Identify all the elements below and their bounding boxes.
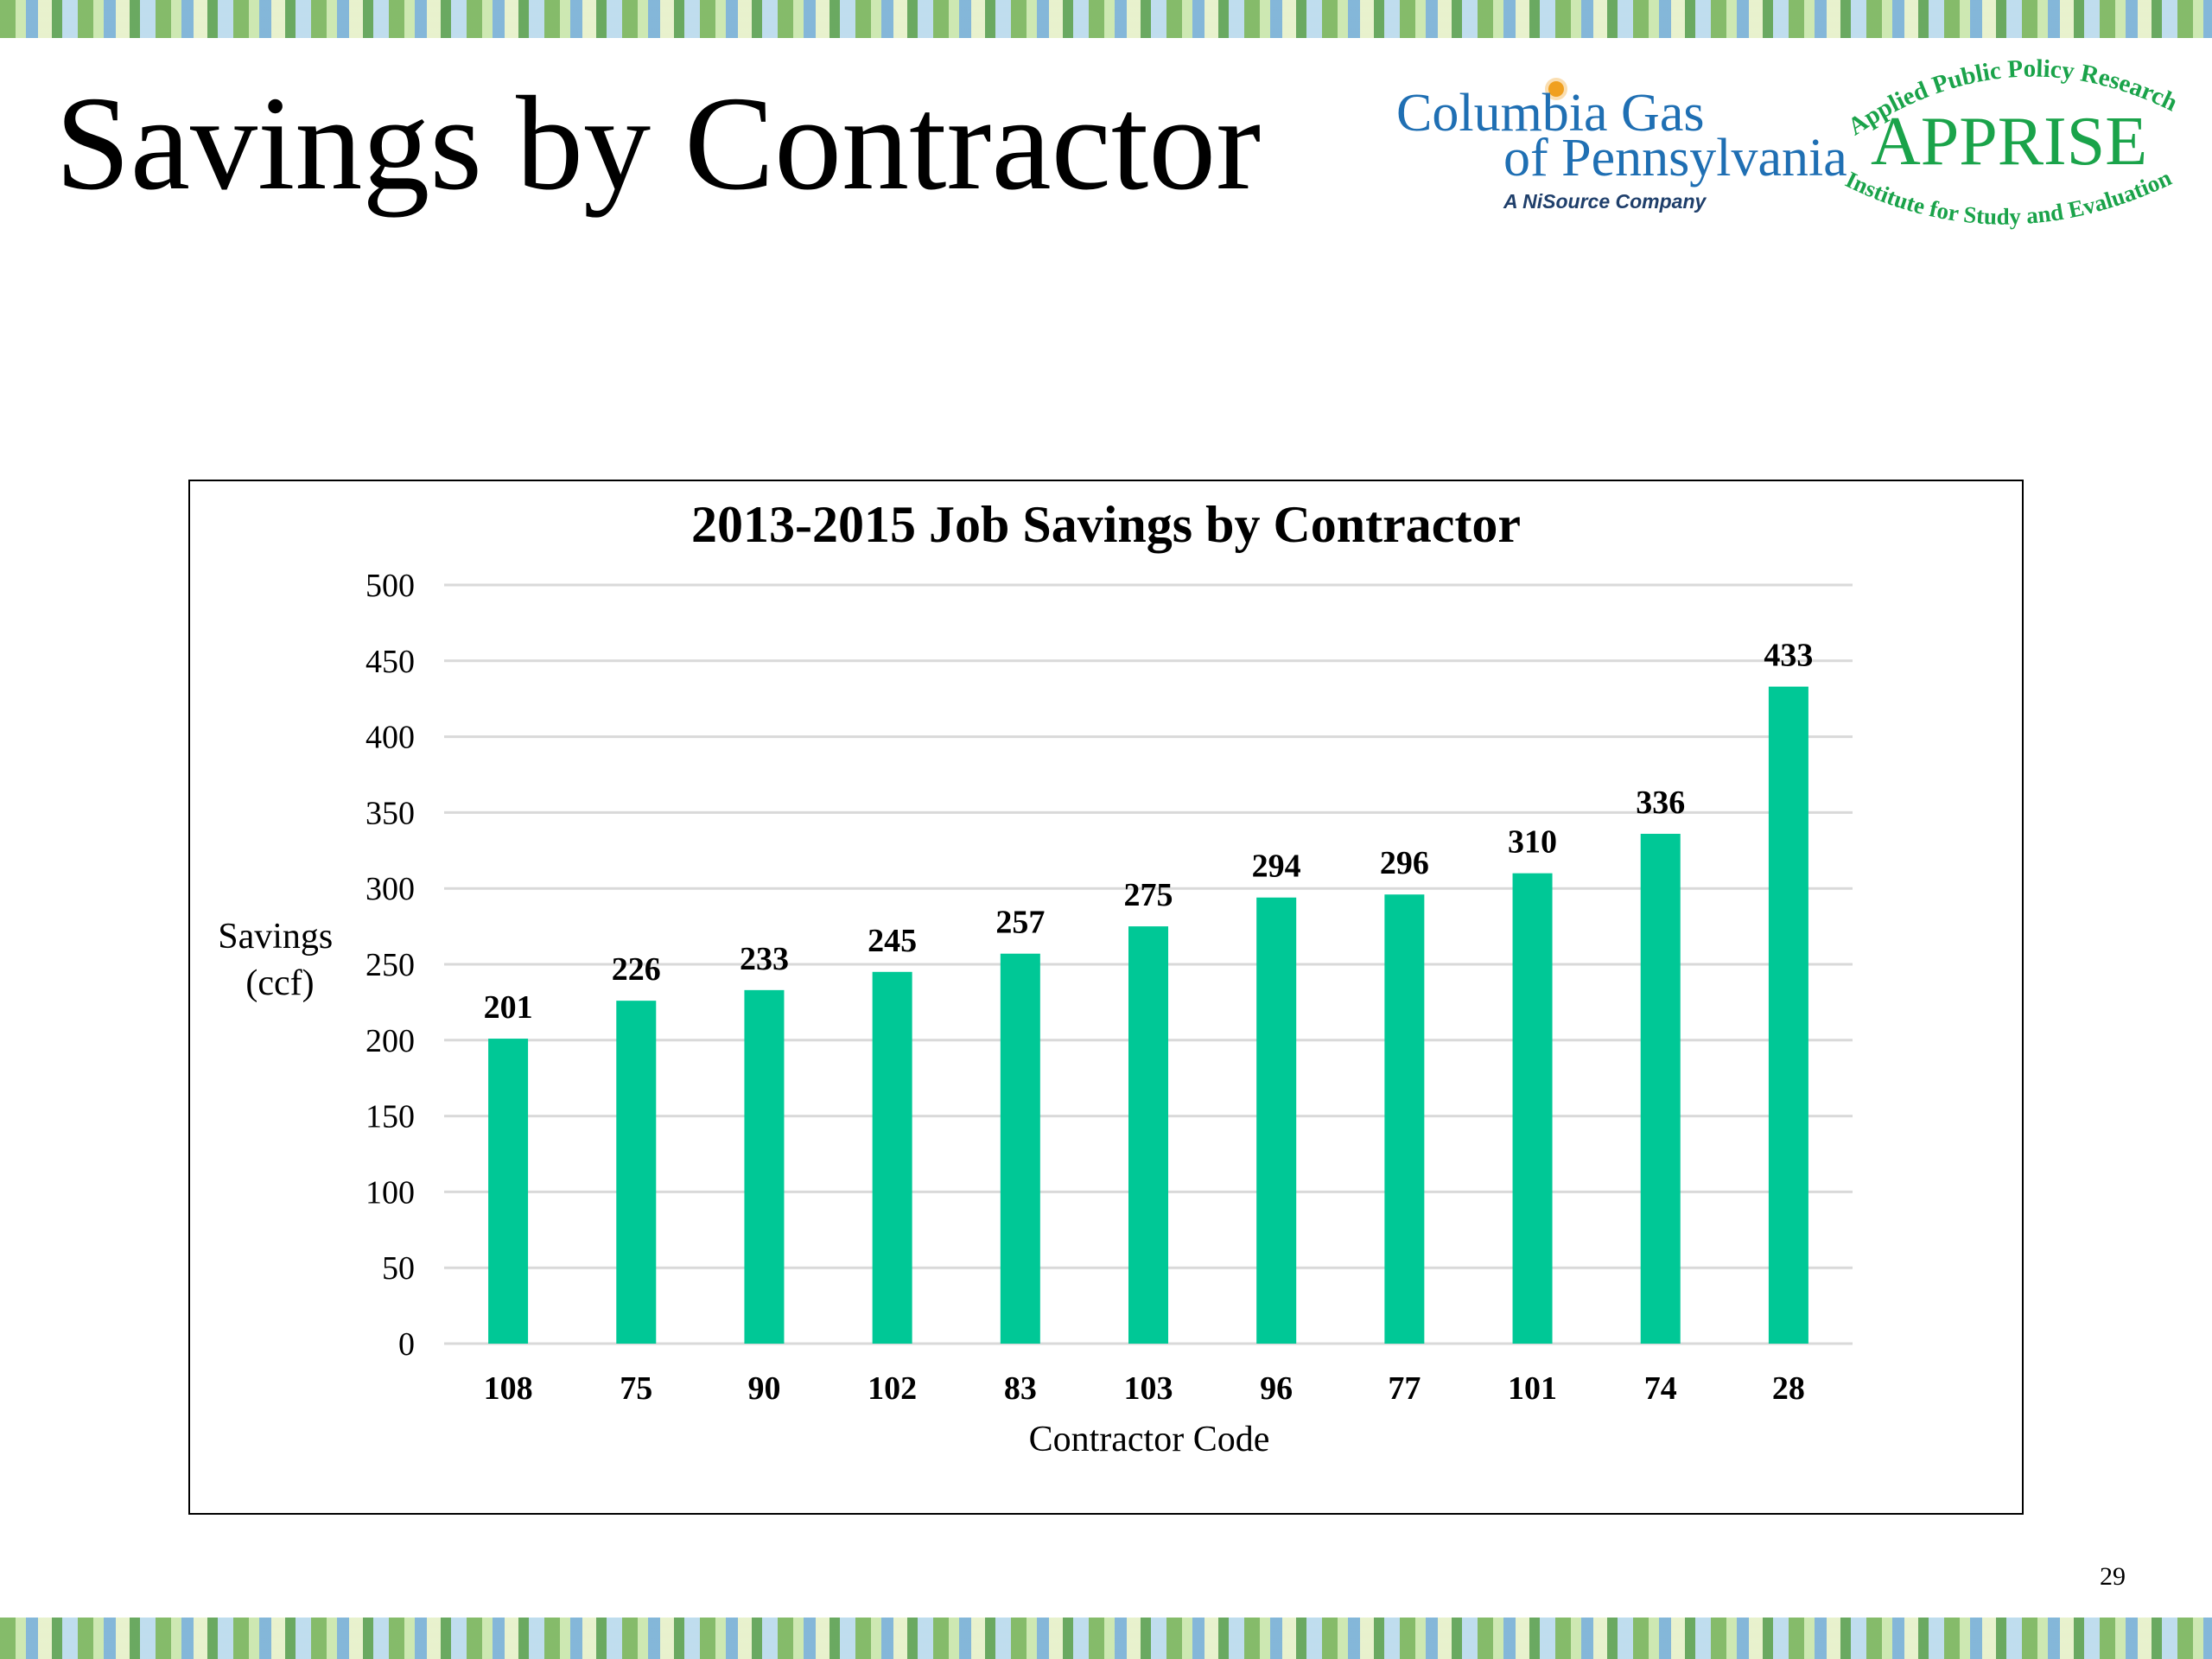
bar-96 xyxy=(1256,897,1297,1344)
y-axis-label-line1: Savings xyxy=(218,917,333,957)
columbia-logo-tagline: A NiSource Company xyxy=(1503,190,1707,213)
bar-101 xyxy=(1512,873,1553,1344)
y-axis-label-line2: (ccf) xyxy=(245,963,314,1003)
y-tick-label: 450 xyxy=(365,644,415,680)
columbia-logo-line1: Columbia Gas xyxy=(1396,84,1705,143)
x-axis-ticks: 108 75 90 102 83 103 96 77 101 74 28 xyxy=(484,1370,1805,1407)
slide-title: Savings by Contractor xyxy=(55,68,1262,218)
x-tick-label: 74 xyxy=(1644,1370,1677,1407)
bar-108 xyxy=(488,1039,529,1344)
x-tick-label: 77 xyxy=(1388,1370,1421,1407)
y-tick-label: 300 xyxy=(365,871,415,907)
y-tick-label: 350 xyxy=(365,795,415,831)
bar-103 xyxy=(1128,926,1168,1344)
y-tick-label: 500 xyxy=(365,568,415,604)
bar-90 xyxy=(744,989,785,1344)
chart-title: 2013-2015 Job Savings by Contractor xyxy=(691,496,1521,553)
y-axis-label: Savings (ccf) xyxy=(218,917,342,1003)
x-tick-label: 96 xyxy=(1260,1370,1293,1407)
x-tick-label: 103 xyxy=(1124,1370,1173,1407)
columbia-logo-line2: of Pennsylvania xyxy=(1503,129,1847,188)
data-label-101: 310 xyxy=(1508,824,1557,861)
x-axis-label: Contractor Code xyxy=(1029,1420,1270,1459)
bars xyxy=(488,686,1808,1344)
x-tick-label: 90 xyxy=(747,1370,780,1407)
data-label-103: 275 xyxy=(1124,877,1173,913)
y-tick-label: 0 xyxy=(398,1326,415,1363)
bar-77 xyxy=(1384,894,1425,1344)
bottom-decorative-band xyxy=(0,1618,2212,1659)
bar-75 xyxy=(616,1001,657,1344)
data-label-102: 245 xyxy=(868,923,917,959)
sun-icon xyxy=(1548,81,1564,97)
page-number: 29 xyxy=(2100,1562,2126,1591)
bar-83 xyxy=(1000,953,1040,1344)
x-tick-label: 75 xyxy=(620,1370,652,1407)
data-label-28: 433 xyxy=(1764,638,1813,674)
x-tick-label: 102 xyxy=(868,1370,917,1407)
data-label-75: 226 xyxy=(612,951,661,988)
bar-28 xyxy=(1768,686,1808,1344)
y-tick-label: 400 xyxy=(365,720,415,756)
bar-102 xyxy=(872,971,912,1344)
data-label-77: 296 xyxy=(1380,845,1429,881)
data-label-96: 294 xyxy=(1252,849,1301,885)
data-label-108: 201 xyxy=(484,989,533,1026)
y-axis-ticks: 0 50 100 150 200 250 300 350 400 450 500 xyxy=(365,568,415,1363)
x-tick-label: 108 xyxy=(484,1370,533,1407)
y-tick-label: 200 xyxy=(365,1023,415,1059)
data-label-90: 233 xyxy=(740,941,789,977)
y-tick-label: 100 xyxy=(365,1174,415,1211)
data-labels: 201 226 233 245 257 275 294 296 310 336 433 xyxy=(484,638,1814,1026)
chart-frame: 2013-2015 Job Savings by Contractor 0 50 1… xyxy=(188,480,2024,1515)
x-tick-label: 83 xyxy=(1004,1370,1037,1407)
columbia-gas-logo: Columbia Gas of Pennsylvania A NiSource … xyxy=(1391,76,1847,223)
y-tick-label: 50 xyxy=(382,1250,415,1287)
y-tick-label: 250 xyxy=(365,947,415,983)
x-tick-label: 101 xyxy=(1508,1370,1557,1407)
bar-74 xyxy=(1640,833,1681,1344)
data-label-74: 336 xyxy=(1636,785,1685,821)
top-decorative-band xyxy=(0,0,2212,38)
bar-chart: 2013-2015 Job Savings by Contractor 0 50 1… xyxy=(218,496,1853,1459)
apprise-logo: Applied Public Policy Research APPRISE I… xyxy=(1841,54,2182,229)
data-label-83: 257 xyxy=(995,905,1045,941)
apprise-wordmark: APPRISE xyxy=(1871,104,2147,180)
y-tick-label: 150 xyxy=(365,1099,415,1135)
x-tick-label: 28 xyxy=(1772,1370,1805,1407)
